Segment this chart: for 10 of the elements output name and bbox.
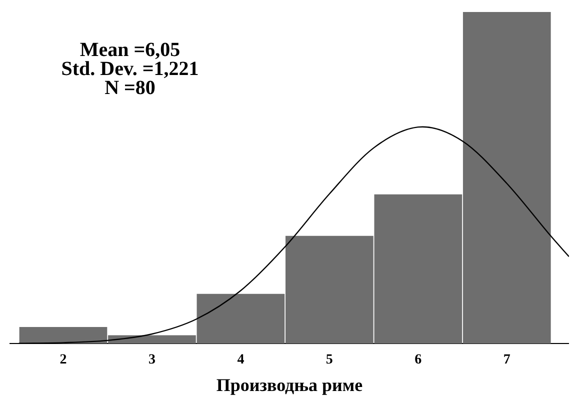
x-tick-label: 7 <box>503 352 510 368</box>
x-tick-label: 5 <box>326 352 333 368</box>
x-tick-label: 4 <box>237 352 244 368</box>
annotation: Mean =6,05 <box>80 39 180 61</box>
annotation: Std. Dev. =1,221 <box>61 58 199 80</box>
annotation: N =80 <box>104 77 156 99</box>
x-axis-title: Производња риме <box>216 374 363 395</box>
x-tick-label: 2 <box>60 352 67 368</box>
x-tick-label: 3 <box>148 352 156 368</box>
x-tick-label: 6 <box>414 352 422 368</box>
